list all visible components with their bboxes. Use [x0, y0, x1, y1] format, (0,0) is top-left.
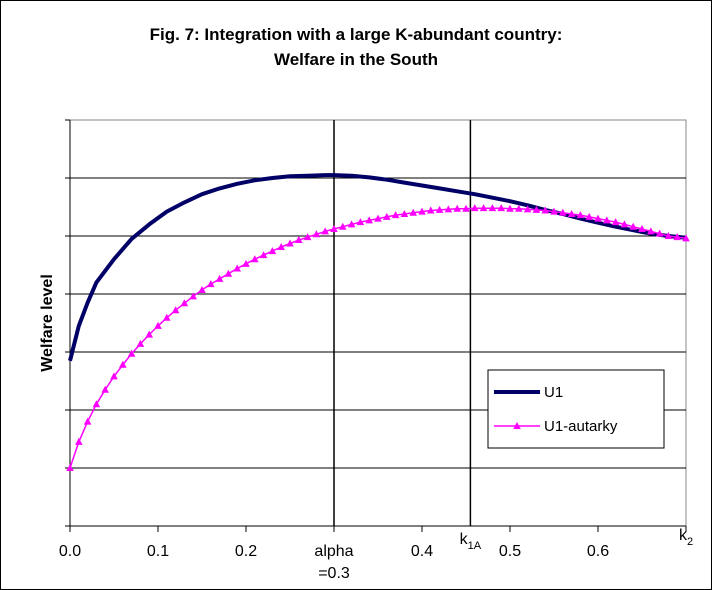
- point-u1-autarky-63: [620, 220, 629, 228]
- chart-title-line-1: Fig. 7: Integration with a large K-abund…: [149, 25, 563, 44]
- point-u1-autarky-34: [365, 216, 373, 224]
- point-u1-autarky-11: [163, 313, 171, 321]
- point-u1-autarky-53: [532, 205, 541, 213]
- point-u1-autarky-23: [268, 247, 277, 255]
- point-u1-autarky-45: [462, 204, 470, 212]
- point-u1-autarky-29: [321, 227, 329, 235]
- point-u1-autarky-16: [207, 280, 215, 288]
- point-u1-autarky-58: [576, 211, 585, 219]
- point-u1-autarky-24: [277, 243, 285, 251]
- point-u1-autarky-59: [585, 212, 593, 220]
- legend-label-u1: U1: [544, 384, 563, 401]
- point-u1-autarky-46: [471, 204, 479, 212]
- point-u1-autarky-61: [603, 216, 611, 224]
- point-u1-autarky-17: [215, 274, 224, 282]
- point-u1-autarky-26: [295, 236, 303, 244]
- legend-marker-u1-autarky: [513, 422, 521, 429]
- point-u1-autarky-1: [75, 437, 83, 445]
- point-u1-autarky-43: [444, 205, 453, 213]
- point-u1-autarky-38: [400, 209, 409, 217]
- point-u1-autarky-18: [224, 269, 233, 277]
- point-u1-autarky-69: [673, 233, 681, 241]
- point-u1-autarky-22: [259, 251, 268, 259]
- point-u1-autarky-13: [180, 299, 189, 307]
- annotation-label-k2: k2: [679, 527, 693, 548]
- point-u1-autarky-4: [101, 385, 109, 393]
- point-u1-autarky-54: [541, 206, 549, 214]
- point-u1-autarky-35: [374, 214, 382, 222]
- point-u1-autarky-6: [119, 360, 127, 368]
- point-u1-autarky-36: [383, 212, 391, 220]
- point-u1-autarky-65: [638, 225, 646, 233]
- y-axis-label: Welfare level: [39, 274, 56, 372]
- point-u1-autarky-52: [523, 205, 532, 213]
- point-u1-autarky-66: [647, 227, 655, 235]
- point-u1-autarky-8: [136, 339, 145, 347]
- point-u1-autarky-14: [189, 292, 197, 300]
- point-u1-autarky-3: [92, 400, 101, 408]
- legend-label-u1-autarky: U1-autarky: [544, 418, 618, 435]
- point-u1-autarky-12: [171, 306, 180, 314]
- point-u1-autarky-27: [303, 233, 312, 241]
- point-u1-autarky-32: [347, 220, 356, 228]
- point-u1-autarky-9: [145, 330, 153, 338]
- point-u1-autarky-67: [655, 229, 664, 237]
- point-u1-autarky-39: [409, 208, 417, 216]
- x-tick-label-1: 0.1: [147, 543, 169, 560]
- point-u1-autarky-42: [435, 205, 444, 213]
- point-u1-autarky-25: [286, 239, 294, 247]
- legend-box: [487, 369, 665, 449]
- point-u1-autarky-56: [559, 208, 567, 216]
- x-tick-label-0: 0.0: [59, 543, 81, 560]
- point-u1-autarky-70: [682, 234, 690, 242]
- point-u1-autarky-50: [506, 204, 514, 212]
- annotation-label-alpha: alpha: [314, 543, 353, 560]
- point-u1-autarky-31: [339, 222, 347, 230]
- x-tick-label-4: 0.5: [499, 543, 521, 560]
- point-u1-autarky-15: [198, 285, 206, 293]
- point-u1-autarky-40: [418, 207, 426, 215]
- point-u1-autarky-48: [488, 204, 497, 212]
- point-u1-autarky-30: [330, 225, 338, 233]
- x-tick-label-5: 0.6: [587, 543, 609, 560]
- point-u1-autarky-41: [427, 206, 435, 214]
- point-u1-autarky-62: [611, 218, 620, 226]
- point-u1-autarky-47: [479, 204, 488, 212]
- point-u1-autarky-51: [515, 204, 523, 212]
- point-u1-autarky-28: [312, 230, 321, 238]
- point-u1-autarky-20: [242, 259, 250, 267]
- point-u1-autarky-55: [550, 207, 558, 215]
- annotation-label-k1a: k1A: [460, 531, 482, 552]
- point-u1-autarky-37: [391, 211, 400, 219]
- point-u1-autarky-49: [497, 204, 505, 212]
- x-tick-label-2: 0.2: [235, 543, 257, 560]
- point-u1-autarky-2: [83, 417, 92, 425]
- point-u1-autarky-44: [453, 204, 461, 212]
- point-u1-autarky-33: [356, 218, 365, 226]
- point-u1-autarky-57: [567, 209, 576, 217]
- annotation-label-alpha-value: =0.3: [318, 565, 350, 582]
- point-u1-autarky-64: [629, 222, 637, 230]
- chart-title: Fig. 7: Integration with a large K-abund…: [0, 22, 712, 72]
- point-u1-autarky-7: [127, 349, 136, 357]
- point-u1-autarky-19: [233, 264, 241, 272]
- point-u1-autarky-60: [594, 214, 602, 222]
- chart-title-line-2: Welfare in the South: [273, 50, 439, 69]
- point-u1-autarky-21: [251, 255, 259, 263]
- x-tick-label-3: 0.4: [411, 543, 433, 560]
- point-u1-autarky-68: [664, 232, 673, 239]
- point-u1-autarky-0: [66, 464, 74, 471]
- point-u1-autarky-10: [154, 321, 162, 329]
- point-u1-autarky-5: [110, 372, 118, 380]
- plot-area: [69, 119, 687, 527]
